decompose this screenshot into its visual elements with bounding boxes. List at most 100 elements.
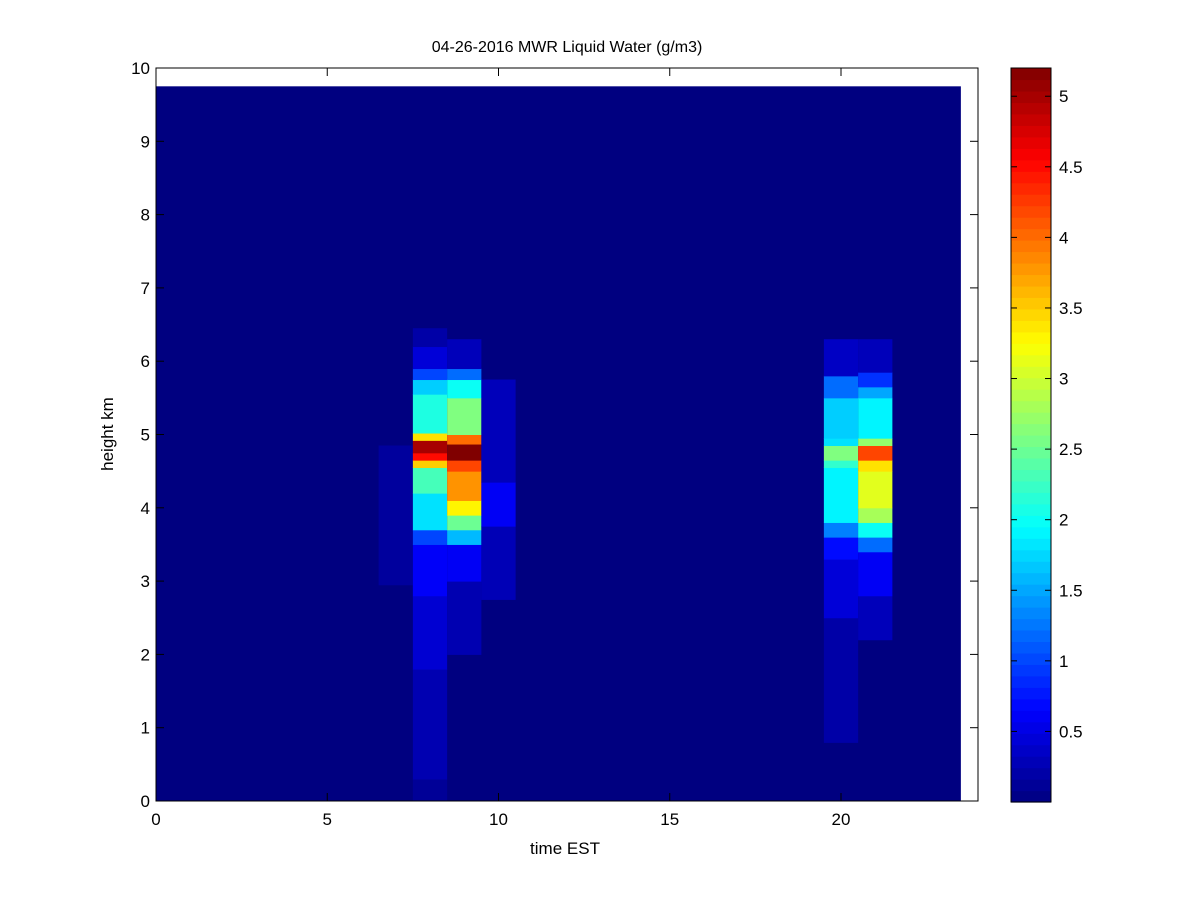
heatmap-cell: [823, 339, 859, 377]
heatmap-cell: [378, 445, 413, 586]
colorbar-tick-label: 4.5: [1059, 158, 1083, 177]
colorbar-step: [1011, 790, 1051, 803]
colorbar-step: [1011, 171, 1051, 184]
y-tick-label: 5: [141, 426, 150, 445]
colorbar-step: [1011, 526, 1051, 539]
heatmap-cell: [447, 460, 482, 472]
colorbar-step: [1011, 698, 1051, 711]
colorbar-step: [1011, 251, 1051, 264]
colorbar-step: [1011, 457, 1051, 471]
colorbar-step: [1011, 412, 1051, 425]
colorbar-step: [1011, 538, 1051, 551]
colorbar-step: [1011, 262, 1051, 276]
heatmap-cell: [412, 394, 448, 434]
colorbar-step: [1011, 629, 1051, 643]
colorbar-step: [1011, 240, 1051, 253]
colorbar-step: [1011, 423, 1051, 436]
colorbar-tick-label: 3: [1059, 370, 1068, 389]
heatmap-cell: [858, 460, 893, 472]
plot-area: 0 5 10 15 20 0 1 2 3 4 5 6 7 8 9 10: [131, 59, 979, 829]
colorbar-step: [1011, 675, 1051, 688]
y-tick-label: 6: [141, 352, 150, 371]
colorbar-step: [1011, 595, 1051, 608]
colorbar-step: [1011, 480, 1051, 493]
colorbar-step: [1011, 320, 1051, 333]
colorbar: 0.5 1 1.5 2 2.5 3 3.5 4 4.5 5: [1010, 67, 1083, 803]
colorbar-step: [1011, 68, 1051, 81]
colorbar-step: [1011, 354, 1051, 367]
colorbar-step: [1011, 607, 1051, 620]
heatmap-cell: [447, 339, 482, 370]
heatmap-cell: [858, 445, 893, 461]
colorbar-tick-label: 1.5: [1059, 581, 1083, 600]
heatmap-cell: [412, 328, 448, 348]
colorbar-step: [1011, 102, 1051, 115]
heatmap-cell: [823, 445, 859, 461]
colorbar-step: [1011, 285, 1051, 298]
heatmap-cell: [823, 397, 859, 439]
colorbar-step: [1011, 435, 1051, 448]
heatmap-cell: [823, 375, 859, 399]
colorbar-step: [1011, 136, 1051, 149]
y-axis-label: height km: [98, 397, 117, 471]
y-tick-label: 1: [141, 719, 150, 738]
heatmap-cell: [858, 438, 893, 446]
heatmap-cell: [858, 372, 893, 388]
x-axis-label: time EST: [530, 839, 600, 858]
heatmap-cell: [447, 500, 482, 516]
colorbar-tick-label: 3.5: [1059, 299, 1083, 318]
colorbar-step: [1011, 652, 1051, 665]
y-axis: 0 1 2 3 4 5 6 7 8 9 10: [131, 59, 978, 811]
colorbar-tick-label: 5: [1059, 87, 1068, 106]
heatmap-cell: [412, 460, 448, 468]
colorbar-step: [1011, 297, 1051, 310]
x-tick-label: 0: [151, 810, 160, 829]
heatmap-cell: [412, 595, 448, 670]
y-tick-label: 8: [141, 206, 150, 225]
heatmap-cell: [412, 529, 448, 545]
colorbar-step: [1011, 779, 1051, 792]
y-tick-label: 3: [141, 572, 150, 591]
colorbar-step: [1011, 572, 1051, 585]
heatmap-cell: [412, 452, 448, 461]
heatmap-cell: [447, 581, 482, 655]
heatmap-cell: [412, 433, 448, 441]
colorbar-step: [1011, 274, 1051, 287]
heatmap-cell: [447, 444, 482, 461]
colorbar-step: [1011, 469, 1051, 482]
colorbar-step: [1011, 687, 1051, 700]
colorbar-step: [1011, 767, 1051, 780]
x-tick-label: 15: [660, 810, 679, 829]
colorbar-step: [1011, 205, 1051, 218]
colorbar-gradient: [1011, 68, 1051, 803]
y-tick-label: 0: [141, 792, 150, 811]
heatmap-cell: [447, 434, 482, 445]
heatmap-cell: [858, 551, 893, 597]
colorbar-step: [1011, 710, 1051, 723]
heatmap-cell: [858, 397, 893, 439]
colorbar-step: [1011, 308, 1051, 321]
colorbar-step: [1011, 721, 1051, 734]
colorbar-step: [1011, 744, 1051, 757]
colorbar-step: [1011, 217, 1051, 230]
heatmap-cell: [858, 471, 893, 509]
x-tick-label: 5: [323, 810, 332, 829]
heatmap-cell: [858, 339, 893, 373]
colorbar-step: [1011, 561, 1051, 574]
heatmap-cell: [412, 379, 448, 395]
colorbar-step: [1011, 194, 1051, 207]
y-tick-label: 9: [141, 132, 150, 151]
y-tick-label: 10: [131, 59, 150, 78]
heatmap-cell: [447, 544, 482, 582]
heatmap-cell: [858, 507, 893, 523]
x-tick-label: 20: [832, 810, 851, 829]
heatmap-cell: [823, 522, 859, 538]
heatmap-cell: [447, 471, 482, 501]
colorbar-step: [1011, 228, 1051, 241]
heatmap-cell: [858, 522, 893, 538]
heatmap-cell: [481, 526, 516, 600]
heatmap-cell: [823, 438, 859, 446]
colorbar-step: [1011, 90, 1051, 104]
colorbar-step: [1011, 503, 1051, 516]
